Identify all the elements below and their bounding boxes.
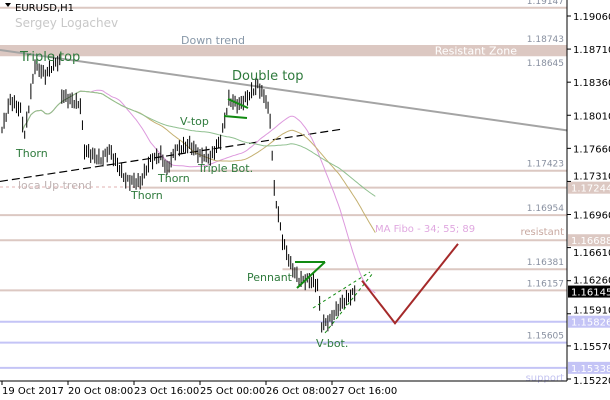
level-price-label: 1.18743	[527, 35, 564, 45]
y-tick-label: 1.17310	[573, 172, 610, 183]
axis-price-tag-text: 1.15826	[571, 318, 610, 329]
x-tick-label: 25 Oct 00:00	[200, 386, 265, 397]
x-tick-label: 26 Oct 08:00	[266, 386, 331, 397]
dropdown-triangle-icon[interactable]	[5, 3, 11, 7]
pattern-label: Triple top	[19, 50, 80, 65]
axis-price-tag-text: 1.17244	[571, 184, 610, 195]
moving-averages	[22, 89, 376, 294]
local-up-trend-label: loca Up trend	[18, 179, 92, 192]
y-tick-label: 1.19060	[573, 12, 610, 23]
axis-price-tag	[568, 361, 610, 374]
symbol-title: EURUSD,H1	[15, 3, 74, 14]
current-price-tag	[568, 285, 610, 298]
author-label: Sergey Logachev	[15, 16, 118, 30]
level-price-label: 1.15605	[527, 332, 564, 342]
resistant-zone-band	[0, 45, 567, 56]
horizontal-levels	[0, 6, 567, 369]
level-price-label: 1.17423	[527, 160, 564, 170]
axis-price-tag	[568, 315, 610, 328]
y-tick-label: 1.18360	[573, 78, 610, 89]
price-bars	[1, 54, 356, 333]
y-tick-label: 1.15910	[573, 306, 610, 317]
y-tick-label: 1.18010	[573, 111, 610, 122]
resistant-label: resistant	[520, 227, 564, 238]
pattern-label: Double top	[232, 69, 304, 84]
x-tick-label: 19 Oct 2017	[2, 386, 64, 397]
pattern-line[interactable]	[227, 98, 249, 109]
y-tick-label: 1.16610	[573, 248, 610, 259]
down-trend-label: Down trend	[181, 34, 245, 47]
y-tick-label: 1.17660	[573, 144, 610, 155]
y-tick-label: 1.16960	[573, 211, 610, 222]
forecast-path[interactable]	[361, 243, 459, 325]
level-price-label: 1.16954	[527, 204, 564, 214]
level-price-label: 1.16381	[527, 258, 564, 268]
x-tick-label: 20 Oct 08:00	[68, 386, 133, 397]
channel-line[interactable]	[324, 272, 374, 334]
level-price-label: 1.18645	[527, 59, 564, 69]
resistant-zone-label: Resistant Zone	[435, 45, 518, 58]
pattern-label: Thorn	[130, 189, 163, 202]
x-tick-label: 27 Oct 16:00	[332, 386, 397, 397]
y-tick-label: 1.15570	[573, 342, 610, 353]
local-up-trend-line[interactable]	[0, 128, 341, 183]
pattern-label: Thorn	[15, 147, 48, 160]
pattern-drawings	[223, 98, 459, 334]
pattern-label: V-top	[180, 115, 209, 128]
pattern-label: Triple Bot.	[197, 162, 253, 175]
axis-price-tag-text: 1.16688	[571, 236, 610, 247]
level-price-label: 1.16157	[527, 279, 564, 289]
support-label: support	[526, 373, 564, 384]
ma-fibo-label: MA Fibo - 34; 55; 89	[375, 224, 475, 235]
axis-price-tag	[568, 234, 610, 247]
pattern-label: Pennant	[247, 271, 293, 284]
axis-price-tag-text: 1.15338	[571, 364, 610, 375]
current-price-text: 1.16145	[571, 288, 610, 299]
level-price-label: 1.19147	[527, 0, 564, 7]
x-tick-label: 23 Oct 16:00	[134, 386, 199, 397]
pattern-label: V-bot.	[316, 337, 348, 350]
annotations: 1.19147 1.18743 1.18645 1.17423 1.16954 1.163…	[15, 0, 564, 384]
chart-header: EURUSD,H1 Sergey Logachev	[5, 3, 118, 30]
y-tick-label: 1.16260	[573, 276, 610, 287]
y-tick-label: 1.18710	[573, 45, 610, 56]
ma-89-line	[22, 90, 376, 197]
channel-line[interactable]	[312, 271, 371, 309]
pattern-line[interactable]	[223, 115, 248, 119]
y-tick-label: 1.15220	[573, 376, 610, 387]
pattern-line[interactable]	[296, 261, 326, 289]
pattern-label: Thorn	[157, 172, 190, 185]
axis-price-tag	[568, 181, 610, 194]
down-trend-line[interactable]	[0, 49, 568, 132]
trendlines	[0, 49, 568, 188]
